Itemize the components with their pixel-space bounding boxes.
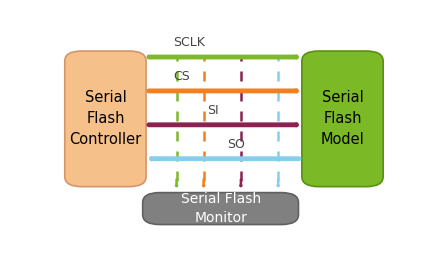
Text: Serial
Flash
Controller: Serial Flash Controller [69,90,142,147]
FancyBboxPatch shape [142,193,298,225]
FancyBboxPatch shape [302,51,383,187]
Text: CS: CS [173,70,190,83]
FancyBboxPatch shape [65,51,146,187]
Text: Serial Flash
Monitor: Serial Flash Monitor [180,192,260,225]
Text: SI: SI [207,104,218,117]
Text: SO: SO [227,138,245,151]
Text: Serial
Flash
Model: Serial Flash Model [321,90,364,147]
Text: SCLK: SCLK [173,36,205,49]
